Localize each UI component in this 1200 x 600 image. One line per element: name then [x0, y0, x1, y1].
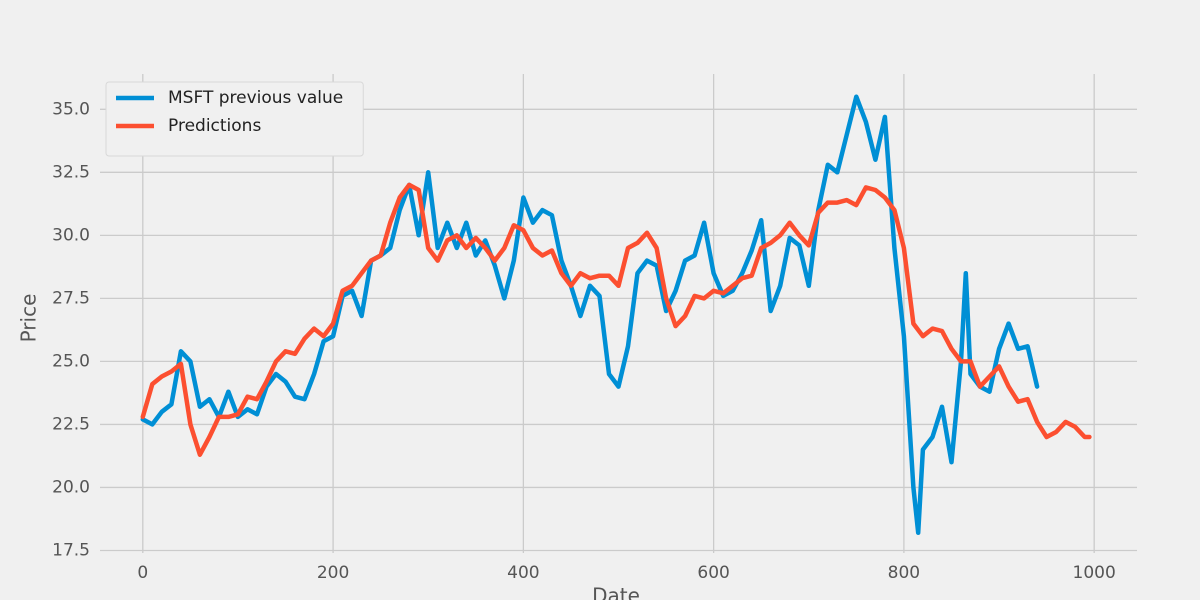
y-tick-label: 32.5	[52, 162, 90, 182]
x-tick-label: 600	[697, 563, 729, 583]
y-tick-label: 25.0	[52, 351, 90, 371]
y-tick-label: 35.0	[52, 99, 90, 119]
x-axis-label: Date	[592, 584, 640, 600]
y-axis-label: Price	[17, 294, 41, 343]
legend-box	[105, 81, 364, 157]
y-tick-label: 27.5	[52, 288, 90, 308]
x-tick-label: 800	[888, 563, 920, 583]
y-tick-label: 22.5	[52, 414, 90, 434]
legend-label: MSFT previous value	[168, 88, 343, 108]
x-tick-label: 1000	[1073, 563, 1116, 583]
legend-label: Predictions	[168, 116, 261, 136]
x-tick-label: 200	[317, 563, 349, 583]
y-tick-label: 17.5	[52, 540, 90, 560]
series-line	[140, 94, 1040, 536]
y-tick-label: 20.0	[52, 477, 90, 497]
x-tick-label: 0	[137, 563, 148, 583]
series-line	[140, 182, 1092, 457]
y-tick-label: 30.0	[52, 225, 90, 245]
x-tick-label: 400	[507, 563, 539, 583]
legend: MSFT previous value Predictions	[105, 81, 364, 157]
